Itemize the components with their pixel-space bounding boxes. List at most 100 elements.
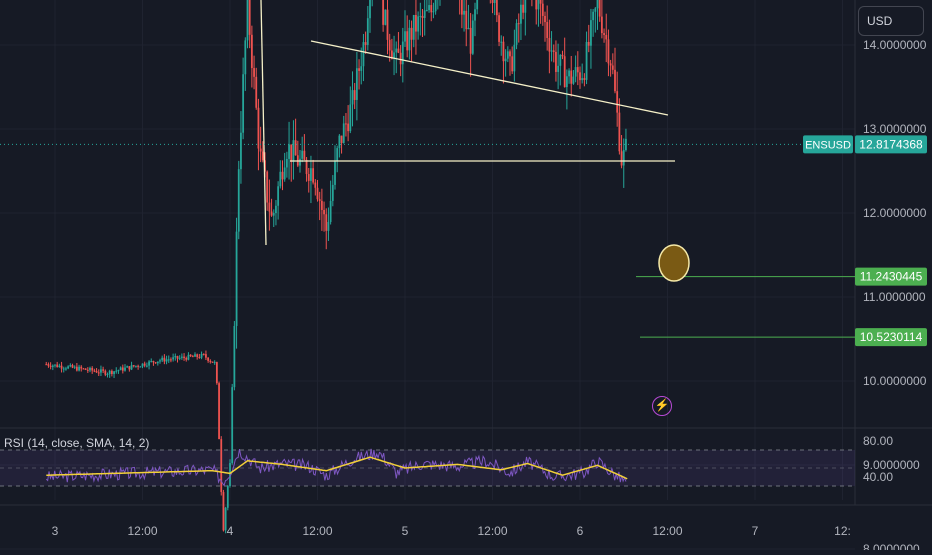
lightning-alert-icon[interactable]: ⚡ — [652, 396, 672, 416]
candle-body — [288, 144, 290, 159]
candle-body — [476, 0, 479, 10]
candle-body — [495, 0, 498, 16]
candle-body — [520, 4, 522, 24]
candle-body — [137, 365, 140, 367]
candle-body — [353, 90, 356, 100]
rsi-lines — [45, 448, 628, 487]
candle-body — [600, 16, 603, 34]
x-tick-label: 7 — [752, 524, 759, 538]
candle-body — [579, 72, 581, 81]
candle-body — [592, 11, 595, 21]
candle-body — [187, 354, 190, 360]
candle-body — [89, 367, 91, 371]
candle-body — [209, 360, 212, 362]
candle-body — [386, 9, 389, 40]
candle-body — [364, 42, 367, 45]
x-tick-label: 12:00 — [477, 524, 507, 538]
candle-body — [132, 365, 135, 367]
candle-body — [511, 56, 514, 72]
candle-body — [93, 370, 96, 372]
y-tick-label: 13.0000000 — [863, 122, 927, 136]
candle-body — [108, 370, 111, 375]
y-tick-label: 11.0000000 — [863, 290, 926, 304]
candle-body — [555, 51, 557, 72]
candle-body — [587, 41, 590, 46]
candle-body — [544, 15, 546, 23]
candle-body — [84, 368, 87, 370]
candle-body — [143, 363, 146, 366]
candle-body — [202, 353, 205, 355]
candle-body — [266, 171, 269, 203]
candle-body — [117, 370, 120, 372]
vertical-trendline — [260, 0, 267, 246]
candle-body — [148, 361, 150, 366]
candle-body — [73, 366, 76, 368]
rsi-legend-text: RSI (14, close, SMA, 14, 2) — [4, 436, 150, 450]
candle-body — [349, 104, 352, 132]
candle-body — [474, 9, 476, 21]
candle-body — [207, 357, 210, 361]
candle-body — [91, 367, 94, 371]
candle-body — [570, 70, 573, 84]
candle-body — [290, 144, 293, 162]
rsi-tick-label: 80.00 — [863, 434, 893, 448]
candle-body — [82, 368, 85, 370]
candle-body — [56, 364, 59, 368]
candle-body — [163, 357, 166, 362]
candle-body — [401, 41, 404, 65]
level-label-bg — [855, 267, 927, 286]
candle-body — [338, 135, 341, 149]
rsi-legend[interactable]: RSI (14, close, SMA, 14, 2) — [4, 436, 149, 450]
x-tick-label: 3 — [52, 524, 59, 538]
candle-body — [607, 39, 610, 64]
candle-body — [369, 0, 371, 19]
candle-body — [200, 353, 203, 358]
candle-body — [51, 365, 54, 367]
candle-body — [393, 52, 395, 59]
candle-body — [113, 371, 115, 375]
candle-body — [345, 123, 347, 125]
y-tick-label: 9.0000000 — [863, 458, 920, 472]
candle-body — [355, 68, 358, 100]
candle-body — [159, 360, 161, 362]
candle-body — [58, 365, 61, 368]
candle-body — [340, 135, 343, 143]
descending-trendline — [310, 40, 669, 116]
candle-body — [362, 42, 365, 67]
candle-body — [598, 0, 601, 17]
candle-body — [248, 0, 251, 35]
candle-body — [233, 325, 236, 388]
candle-body — [576, 67, 579, 73]
candle-body — [572, 76, 575, 84]
candle-body — [244, 40, 247, 75]
candle-body — [176, 356, 179, 359]
candle-body — [229, 463, 231, 487]
candle-body — [257, 107, 260, 149]
candle-body — [563, 56, 566, 88]
target-circle — [658, 244, 690, 282]
candle-body — [106, 374, 109, 376]
candle-body — [590, 20, 592, 46]
candle-body — [54, 364, 56, 366]
candle-body — [412, 14, 415, 40]
price-labels: ENSUSD 12.8174368 11.2430445 10.5230114 — [803, 135, 927, 347]
candle-body — [150, 361, 153, 363]
currency-button[interactable]: USD — [858, 6, 924, 36]
candle-body — [119, 367, 122, 371]
candle-body — [299, 158, 301, 166]
candle-body — [185, 357, 188, 360]
candle-body — [421, 15, 424, 18]
candle-body — [327, 221, 330, 231]
x-tick-label: 12:00 — [127, 524, 157, 538]
candle-body — [222, 492, 225, 531]
last-price-label: 12.8174368 — [859, 137, 923, 151]
candle-body — [428, 5, 430, 11]
candle-body — [541, 3, 544, 16]
candle-body — [463, 10, 465, 15]
candle-body — [178, 357, 181, 359]
candle-body — [235, 231, 238, 326]
candle-body — [191, 356, 194, 358]
rsi-tick-label: 40.00 — [863, 470, 893, 484]
